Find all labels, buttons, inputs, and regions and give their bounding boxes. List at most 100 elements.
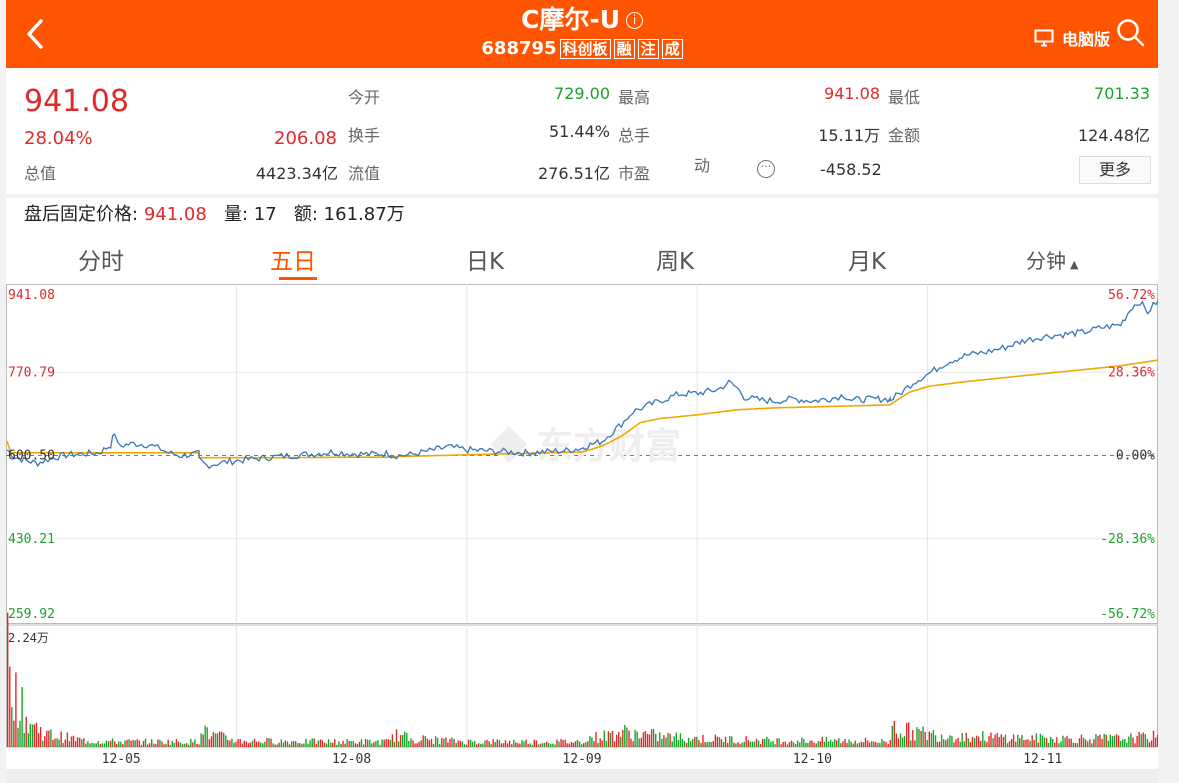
volume-bar [1033, 739, 1035, 747]
volume-bar [325, 743, 328, 747]
volume-bar [877, 742, 879, 747]
volume-bar [903, 736, 906, 747]
high-label: 最高 [618, 88, 651, 107]
volume-bar [418, 741, 420, 747]
volume-bar [303, 743, 305, 747]
current-price: 941.08 [24, 84, 129, 119]
volume-bar [459, 740, 461, 747]
volume-bar [148, 743, 151, 747]
volume-bar [111, 738, 114, 747]
tab-weekly-k[interactable]: 周K [656, 249, 695, 275]
volume-bar [552, 743, 554, 747]
tab-intraday[interactable]: 分时 [78, 249, 124, 275]
volume-bar [225, 735, 227, 747]
more-dots-icon[interactable]: ··· [757, 160, 775, 178]
volume-bar [659, 732, 661, 747]
volume-bar [1115, 734, 1118, 747]
volume-bar [529, 743, 531, 747]
volume-bar [583, 743, 585, 747]
volume-bar [887, 743, 889, 747]
volume-bar [443, 738, 445, 747]
volume-bar [204, 725, 206, 747]
volume-bar [402, 735, 404, 747]
volume-bar [854, 740, 856, 747]
x-axis-labels: 12-05 12-08 12-09 12-10 12-11 [102, 752, 1063, 767]
volume-bar [124, 740, 126, 747]
volume-bar [749, 741, 751, 747]
volume-bar [321, 740, 324, 747]
volume-bar [434, 736, 437, 747]
volume-bar [593, 741, 595, 747]
volume-bar [508, 740, 511, 747]
volume-bar [764, 738, 766, 747]
bottom-strip [6, 769, 1158, 783]
volume-bar [821, 736, 823, 747]
volume-bar [842, 741, 844, 747]
volume-bar [945, 740, 947, 747]
volume-bar [177, 741, 180, 747]
volume-bar [245, 741, 247, 747]
volume-bar [89, 743, 91, 747]
tab-minute[interactable]: 分钟 ▲ [1026, 249, 1079, 273]
volume-bar [564, 739, 566, 747]
volume-bar [776, 738, 778, 747]
volume-bar [348, 740, 350, 747]
after-hours-bar: 盘后固定价格: 941.08 量: 17 额: 161.87万 [6, 198, 1158, 232]
volume-bar [829, 739, 832, 747]
volume-bar [81, 739, 83, 747]
back-button[interactable] [20, 16, 50, 52]
x-axis-label: 12-11 [1023, 752, 1062, 767]
volume-bar [134, 740, 136, 747]
volume-bar [484, 740, 486, 747]
volume-bar [778, 738, 780, 747]
volume-bar [99, 743, 101, 747]
volume-bar [640, 737, 642, 747]
volume-bar [912, 730, 914, 747]
chart-tabs: 分时 五日 日K 周K 月K 分钟 ▲ [6, 232, 1158, 284]
after-hours-vol-label: 量: [223, 204, 249, 225]
desktop-version-button[interactable]: 电脑版 [1034, 26, 1110, 50]
volume-bar [280, 739, 282, 747]
volume-bar [692, 739, 694, 747]
volume-bar [727, 742, 729, 747]
volume-bar [276, 744, 278, 747]
volume-bar [681, 738, 684, 747]
volume-bar [801, 737, 803, 747]
volume-bar [1119, 740, 1122, 747]
volume-bar [813, 742, 815, 747]
price-panel-border [6, 284, 1158, 624]
volume-bar [332, 742, 334, 747]
more-button[interactable]: 更多 [1079, 156, 1151, 184]
volume-bar [807, 743, 809, 747]
tab-monthly-k[interactable]: 月K [848, 249, 887, 275]
volume-bar [611, 730, 614, 747]
volume-bar [25, 716, 27, 747]
five-day-chart[interactable]: ◆ 东方财富 941.08 770.79 600.50 430.21 259.92 56… [6, 284, 1160, 769]
volume-bar [262, 743, 264, 747]
y-axis-left-labels: 941.08 770.79 600.50 430.21 259.92 [8, 288, 55, 622]
volume-bar [305, 738, 307, 747]
volume-panel-border [6, 624, 1158, 748]
volume-bar [389, 740, 391, 747]
volume-bar [790, 740, 793, 747]
volume-bar [973, 738, 976, 747]
search-button[interactable] [1116, 18, 1146, 52]
volume-bar [632, 741, 634, 747]
volume-bar [1002, 737, 1005, 747]
volume-bar [759, 744, 762, 747]
volume-bar [607, 731, 610, 747]
volume-bar [521, 740, 523, 747]
volume-bar [1062, 735, 1064, 747]
volume-bar [519, 743, 521, 747]
tab-five-day[interactable]: 五日 [270, 249, 316, 275]
volume-bar [397, 741, 400, 747]
volume-bar [638, 738, 640, 747]
volume-bar [132, 740, 134, 747]
volume-bar [44, 736, 46, 747]
info-icon[interactable]: i [626, 11, 644, 29]
volume-bar [395, 729, 398, 747]
tab-daily-k[interactable]: 日K [466, 249, 505, 275]
volume-bar [1142, 732, 1144, 747]
volume-bar [362, 744, 365, 747]
volume-bar [130, 740, 132, 747]
